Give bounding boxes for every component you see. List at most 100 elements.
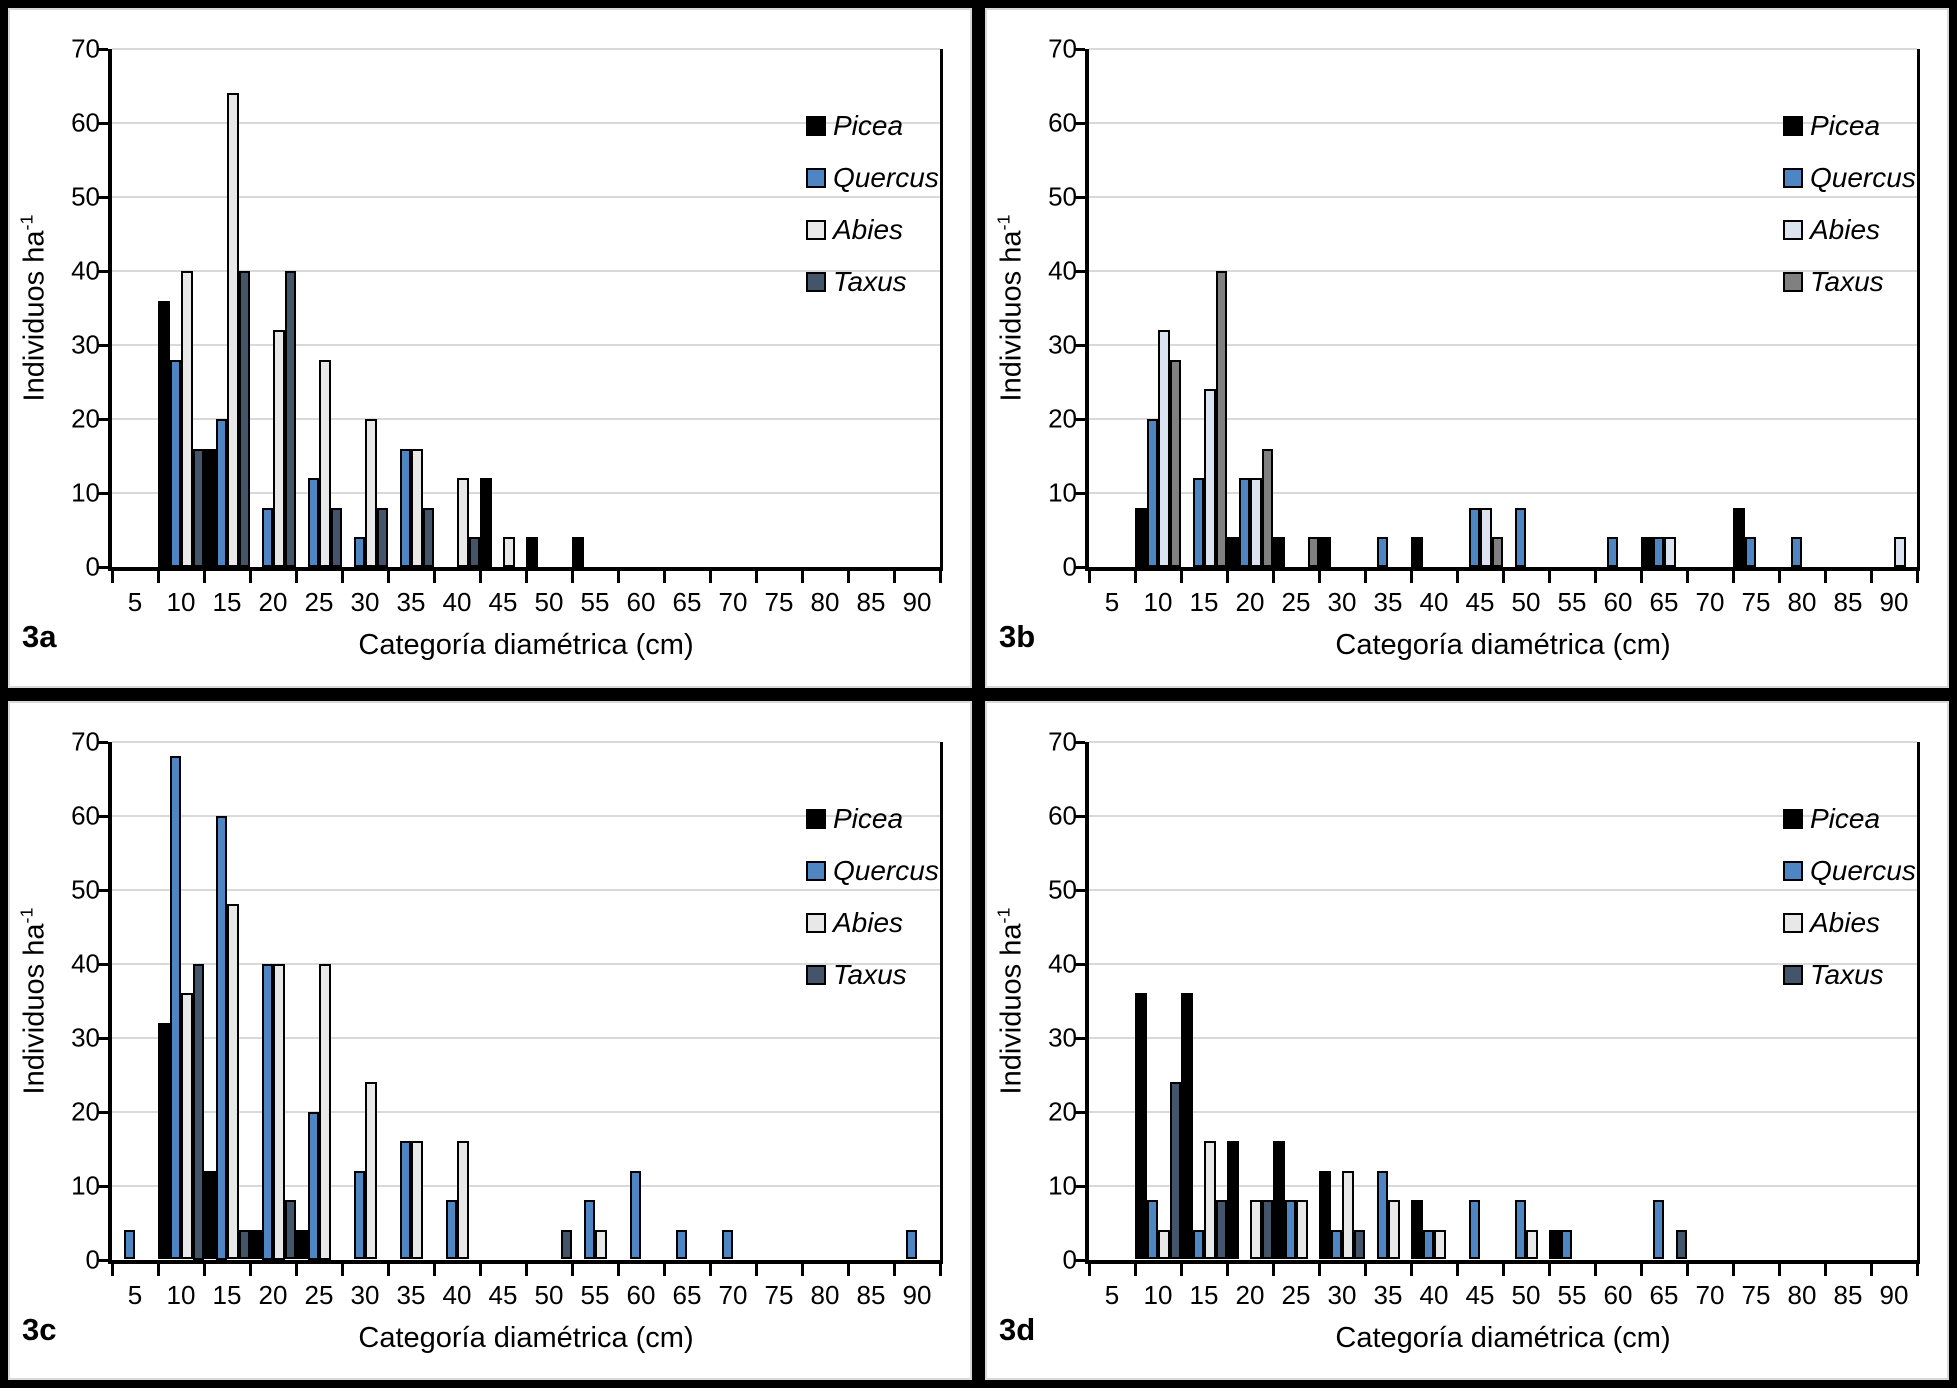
bar-picea-40: [1411, 1200, 1423, 1260]
x-tick-14: [1731, 571, 1735, 583]
gridline-y60: [1089, 814, 1917, 817]
legend-label-picea: Picea: [1810, 110, 1881, 141]
y-axis-title: Individuos ha-1: [16, 214, 51, 402]
bar-taxus-15: [238, 1229, 250, 1260]
x-tick-label-45: 45: [1465, 1279, 1495, 1310]
x-tick-label-5: 5: [127, 1279, 143, 1310]
x-tick-10: [570, 571, 574, 583]
x-tick-17: [892, 1263, 896, 1276]
y-tick-label-70: 70: [71, 726, 100, 756]
gridline-y70: [1089, 48, 1917, 50]
bar-quercus-65: [1652, 537, 1664, 567]
y-tick-30: [98, 1036, 108, 1040]
legend-label-abies: Abies: [1810, 906, 1881, 938]
x-tick-label-15: 15: [212, 1279, 242, 1310]
x-tick-label-30: 30: [350, 1279, 380, 1310]
bar-quercus-10: [1146, 419, 1158, 567]
x-tick-1: [1133, 571, 1137, 583]
y-tick-50: [98, 196, 108, 199]
legend-label-abies: Abies: [833, 214, 904, 245]
y-tick-40: [1075, 270, 1085, 273]
legend-item-quercus: Quercus: [1783, 855, 1916, 887]
y-tick-20: [98, 418, 108, 421]
x-tick-label-55: 55: [580, 587, 610, 617]
x-tick-15: [800, 571, 804, 583]
legend-swatch-picea: [806, 116, 826, 136]
x-tick-label-30: 30: [1327, 1279, 1357, 1310]
x-tick-18: [938, 1263, 942, 1276]
panel-3d: 0 10 20 30 40 50 60 70 5 10 15 20 25 30 35 40 45 50 55 60 65…: [985, 700, 1949, 1380]
bar-picea-10: [1135, 507, 1147, 567]
x-tick-label-50: 50: [534, 587, 564, 617]
x-tick-0: [1087, 571, 1091, 583]
gridline-y70: [1089, 740, 1917, 743]
bar-abies-25: [319, 359, 331, 567]
gridline-y40: [1089, 962, 1917, 965]
y-tick-40: [98, 962, 108, 966]
y-tick-label-0: 0: [1062, 551, 1077, 582]
bar-abies-25: [319, 963, 331, 1260]
y-tick-10: [1075, 1184, 1085, 1188]
bar-picea-55: [1549, 1229, 1561, 1260]
bar-taxus-50: [560, 1229, 572, 1260]
gridline-y50: [112, 888, 940, 891]
y-axis-title: Individuos ha-1: [16, 907, 51, 1094]
plot-right-border: [1917, 741, 1920, 1264]
y-tick-70: [98, 740, 108, 744]
y-axis-title: Individuos ha-1: [993, 214, 1028, 402]
legend-label-quercus: Quercus: [833, 854, 939, 886]
y-tick-label-60: 60: [71, 107, 100, 138]
y-tick-70: [98, 48, 108, 51]
x-tick-2: [1179, 1263, 1183, 1276]
bar-abies-40: [457, 478, 469, 567]
bar-quercus-55: [1560, 1229, 1572, 1260]
x-tick-label-50: 50: [534, 1279, 564, 1310]
legend-item-quercus: Quercus: [806, 162, 939, 194]
x-tick-label-20: 20: [258, 1279, 288, 1310]
x-tick-7: [1409, 571, 1413, 583]
x-tick-7: [432, 571, 436, 583]
y-tick-label-60: 60: [1048, 800, 1077, 830]
bar-taxus-25: [1307, 537, 1319, 567]
x-tick-1: [156, 1263, 160, 1276]
x-tick-label-20: 20: [1235, 1279, 1265, 1310]
y-tick-label-50: 50: [1048, 874, 1077, 904]
bar-quercus-50: [1514, 507, 1526, 567]
bar-abies-20: [273, 963, 285, 1260]
gridline-y10: [112, 492, 940, 494]
bar-taxus-20: [284, 271, 296, 567]
y-tick-60: [98, 814, 108, 818]
y-tick-label-20: 20: [71, 403, 100, 434]
bar-taxus-15: [1215, 1200, 1227, 1260]
legend-swatch-taxus: [806, 272, 826, 292]
x-tick-2: [202, 571, 206, 583]
y-axis-title-exponent: -1: [993, 214, 1014, 231]
bar-quercus-30: [1330, 1229, 1342, 1260]
bar-quercus-15: [1192, 478, 1204, 567]
y-tick-label-0: 0: [85, 551, 100, 582]
x-tick-13: [708, 571, 712, 583]
x-tick-label-50: 50: [1511, 587, 1541, 617]
bar-quercus-70: [721, 1229, 733, 1260]
y-tick-label-20: 20: [71, 1096, 100, 1126]
bar-abies-15: [227, 904, 239, 1260]
bar-taxus-20: [1261, 1200, 1273, 1260]
x-tick-label-50: 50: [1511, 1279, 1541, 1310]
x-tick-label-15: 15: [1189, 1279, 1219, 1310]
legend-swatch-picea: [1783, 116, 1803, 136]
bar-picea-15: [204, 1170, 216, 1260]
bar-picea-10: [1135, 993, 1147, 1260]
x-tick-6: [1363, 1263, 1367, 1276]
x-tick-label-35: 35: [396, 587, 426, 617]
gridline-y30: [112, 1036, 940, 1039]
x-tick-5: [340, 571, 344, 583]
x-tick-17: [892, 571, 896, 583]
y-tick-label-30: 30: [71, 329, 100, 360]
y-tick-20: [1075, 418, 1085, 421]
x-tick-9: [1501, 1263, 1505, 1276]
bar-abies-20: [1250, 478, 1262, 567]
legend-label-abies: Abies: [833, 906, 904, 938]
bar-quercus-25: [307, 1111, 319, 1260]
y-tick-30: [98, 344, 108, 347]
